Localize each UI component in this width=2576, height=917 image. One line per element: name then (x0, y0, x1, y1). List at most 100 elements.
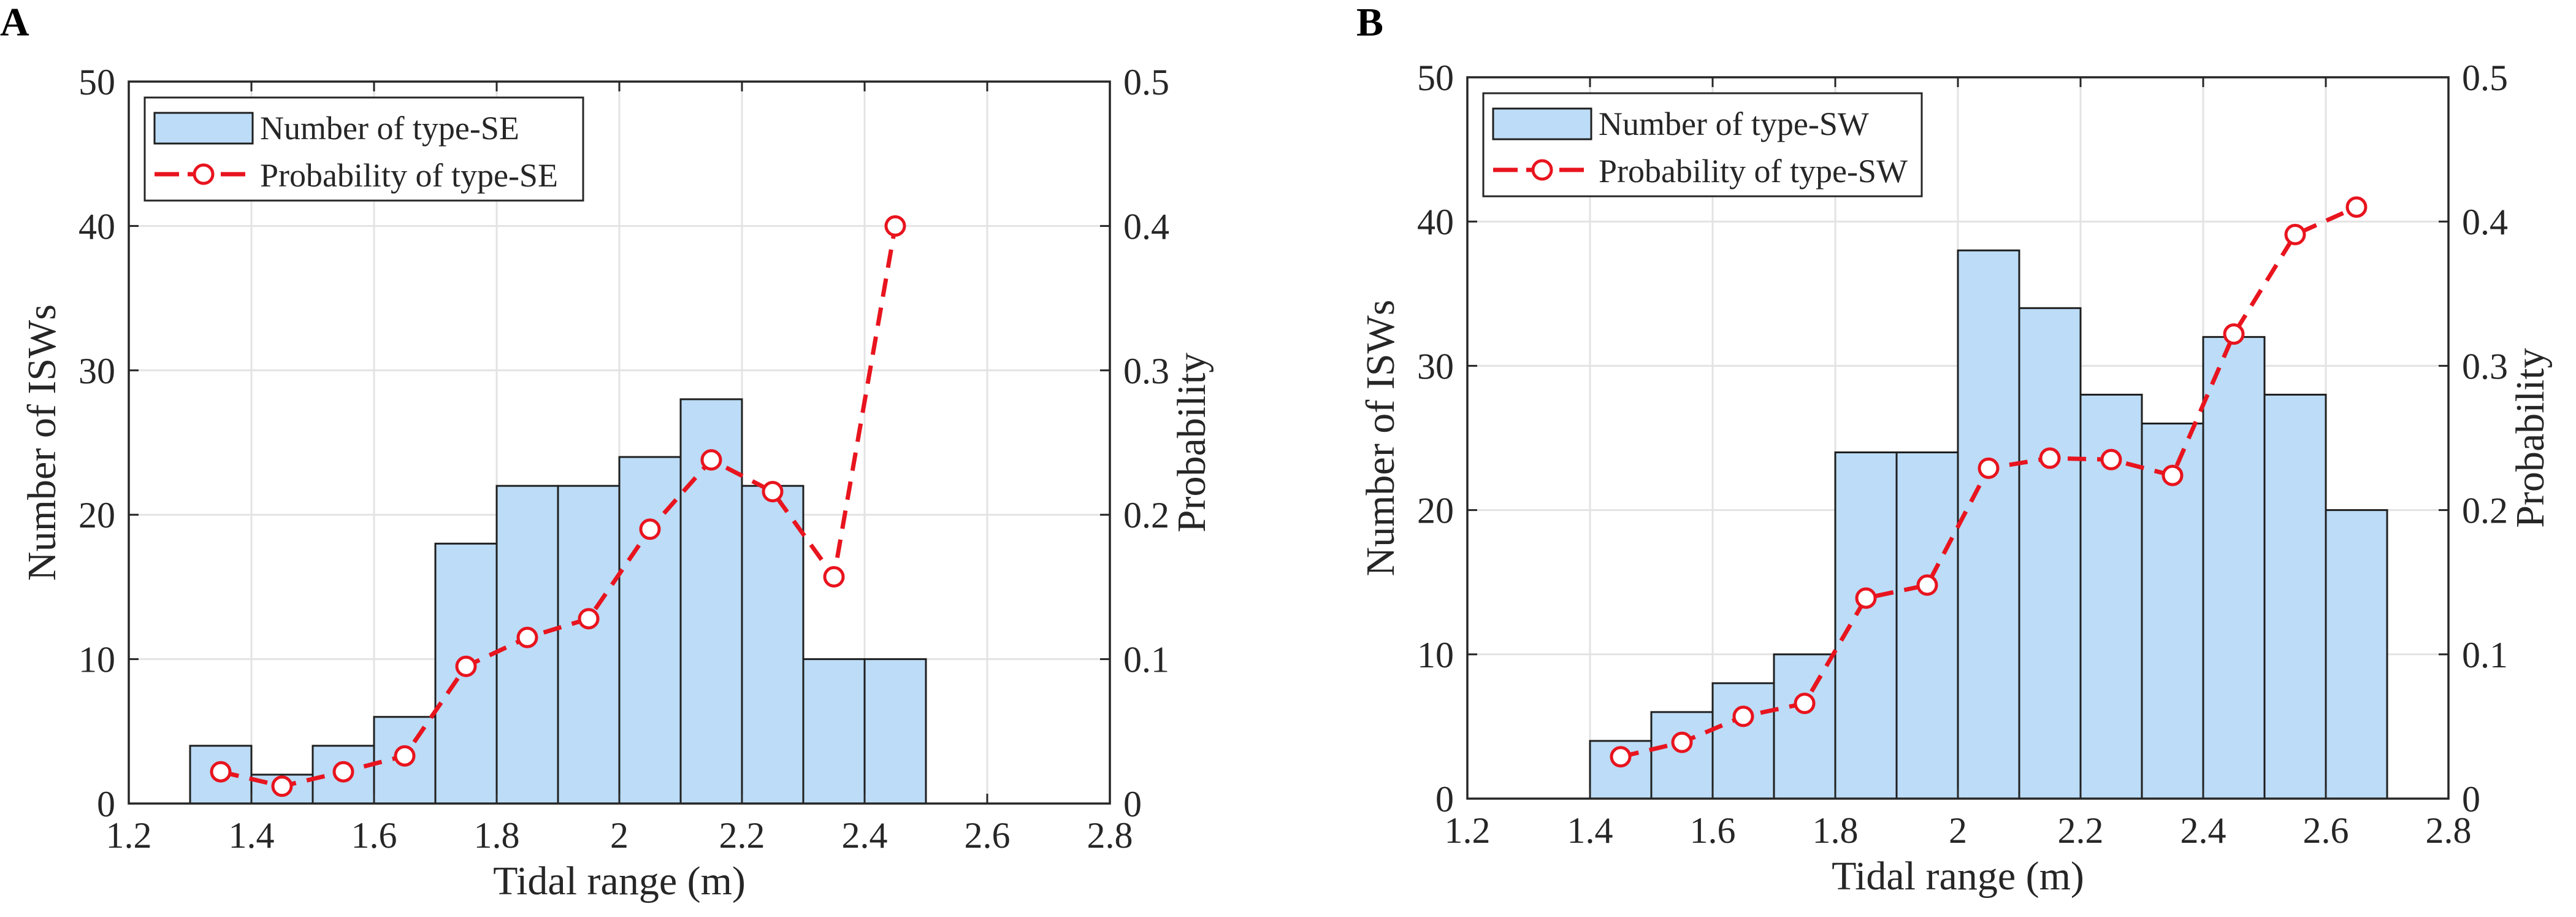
legend-label: Probability of type-SE (260, 157, 558, 194)
histogram-bar (1895, 451, 1959, 800)
x-tick-label: 2.2 (719, 815, 765, 856)
histogram-bar (1773, 653, 1836, 800)
y2-tick-label: 0.1 (2462, 635, 2508, 675)
panel-label: A (0, 0, 29, 45)
x-tick-label: 1.4 (1567, 810, 1613, 851)
x-tick-label: 1.6 (351, 815, 397, 856)
probability-point (394, 745, 416, 767)
y2-axis-label: Probability (1169, 353, 1214, 532)
histogram-bar (741, 485, 805, 805)
probability-point (823, 566, 845, 588)
legend-label: Probability of type-SW (1599, 153, 1908, 190)
x-tick-label: 2.6 (965, 815, 1011, 856)
y-axis-label: Number of ISWs (20, 304, 64, 581)
x-tick-label: 1.4 (229, 815, 275, 856)
y-tick-label: 20 (1417, 491, 1454, 531)
probability-point (455, 655, 477, 677)
y2-tick-label: 0.5 (1123, 62, 1169, 102)
y2-tick-label: 0.2 (2462, 491, 2508, 531)
probability-point (2223, 323, 2245, 345)
legend-marker-swatch (193, 163, 215, 185)
probability-point (578, 608, 600, 630)
probability-point (1610, 746, 1632, 768)
probability-point (2039, 447, 2061, 469)
x-tick-label: 2.2 (2058, 810, 2104, 851)
y2-tick-label: 0.4 (1123, 206, 1169, 247)
legend-marker-swatch (1531, 159, 1553, 181)
histogram-bar (495, 485, 559, 805)
histogram-bar (863, 658, 927, 805)
histogram-bar (802, 658, 866, 805)
histogram-bar (557, 485, 621, 805)
y-tick-label: 10 (78, 640, 115, 680)
chart-panel-a: A1.2 1.4 1.6 1.8 2 2.2 2.4 2.6 2.80102030405000.… (0, 0, 1214, 904)
probability-point (1916, 574, 1938, 596)
y-tick-label: 50 (78, 62, 115, 102)
probability-point (1732, 705, 1754, 727)
y2-tick-label: 0.2 (1123, 495, 1169, 535)
probability-point (1794, 693, 1816, 715)
probability-point (2100, 448, 2122, 470)
probability-point (1978, 457, 2000, 479)
y-tick-label: 30 (1417, 346, 1454, 386)
y-tick-label: 40 (1417, 202, 1454, 242)
y2-tick-label: 0.5 (2462, 58, 2508, 98)
probability-point (2345, 196, 2368, 218)
y2-tick-label: 0.4 (2462, 202, 2508, 242)
x-tick-label: 1.2 (106, 815, 152, 856)
x-tick-label: 1.6 (1690, 810, 1736, 851)
probability-point (639, 518, 661, 540)
x-axis-label: Tidal range (m) (493, 859, 746, 904)
legend-bar-swatch (1492, 107, 1592, 140)
y-tick-label: 50 (1417, 58, 1454, 98)
y2-tick-label: 0 (2462, 779, 2480, 819)
x-tick-label: 2.6 (2303, 810, 2349, 851)
histogram-bar (1957, 249, 2020, 800)
probability-line (220, 225, 898, 789)
x-axis-label: Tidal range (m) (1832, 854, 2084, 899)
x-tick-label: 2 (610, 815, 629, 856)
chart-panel-b: B1.2 1.4 1.6 1.8 2 2.2 2.4 2.6 2.80102030405000.… (1356, 0, 2553, 899)
y-axis-label: Number of ISWs (1358, 300, 1403, 577)
x-tick-label: 2.4 (842, 815, 888, 856)
probability-point (516, 626, 538, 648)
legend-label: Number of type-SW (1599, 106, 1869, 142)
x-tick-label: 2.4 (2180, 810, 2226, 851)
histogram-bar (618, 456, 682, 805)
histogram-bar (2263, 393, 2327, 800)
y2-tick-label: 0.1 (1123, 640, 1169, 680)
x-tick-label: 2.8 (2426, 810, 2472, 851)
probability-point (884, 215, 906, 237)
probability-point (762, 481, 784, 503)
histogram-bar (2018, 307, 2082, 800)
histogram-bar (2202, 336, 2266, 800)
y2-tick-label: 0 (1123, 784, 1142, 824)
x-tick-label: 1.2 (1445, 810, 1491, 851)
y-tick-label: 10 (1417, 635, 1454, 675)
probability-point (2161, 464, 2184, 486)
y-tick-label: 0 (1435, 779, 1454, 819)
probability-point (332, 761, 354, 783)
y-tick-label: 30 (78, 351, 115, 391)
y-tick-label: 20 (78, 495, 115, 535)
histogram-bar (1834, 451, 1898, 800)
x-tick-label: 1.8 (474, 815, 520, 856)
panel-label: B (1356, 0, 1383, 45)
legend-bar-swatch (153, 112, 254, 145)
x-tick-label: 1.8 (1813, 810, 1859, 851)
histogram-bar (1711, 682, 1775, 800)
probability-point (2284, 223, 2306, 245)
y2-tick-label: 0.3 (1123, 351, 1169, 391)
legend-label: Number of type-SE (260, 110, 519, 147)
x-tick-label: 2.8 (1087, 815, 1133, 856)
probability-point (271, 775, 293, 797)
probability-point (700, 449, 722, 471)
x-tick-label: 2 (1949, 810, 1967, 851)
y-tick-label: 40 (78, 206, 115, 247)
probability-point (1671, 731, 1693, 753)
probability-point (1855, 587, 1877, 609)
y-tick-label: 0 (97, 784, 115, 824)
y2-tick-label: 0.3 (2462, 346, 2508, 386)
probability-point (210, 761, 232, 783)
